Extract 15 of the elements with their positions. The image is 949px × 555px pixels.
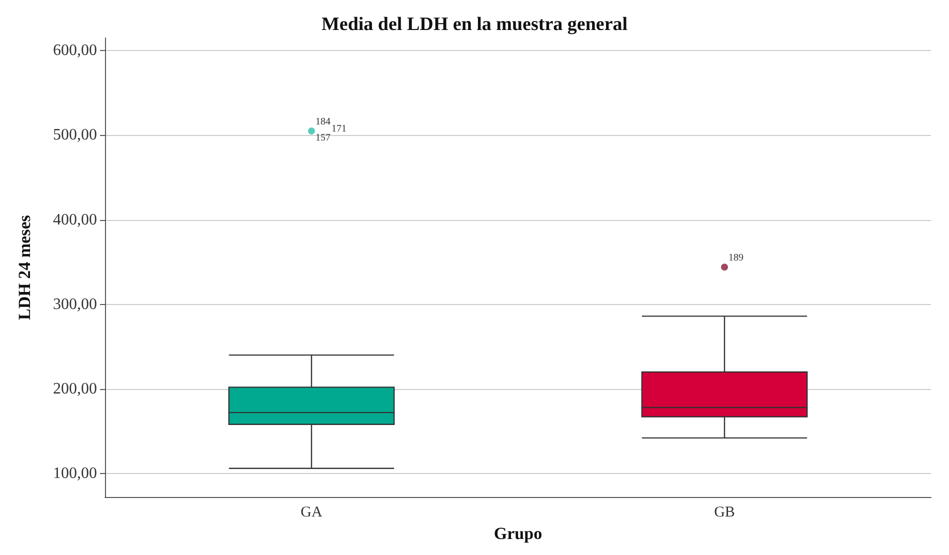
y-tick-label: 200,00 [53, 380, 97, 398]
chart-title: Media del LDH en la muestra general [321, 14, 628, 35]
annotation: 189 [728, 252, 744, 264]
y-tick-label: 400,00 [53, 211, 97, 228]
x-tick-label: GA [300, 504, 322, 521]
y-tick-label: 600,00 [53, 42, 97, 60]
y-axis-title: LDH 24 meses [15, 214, 34, 320]
x-axis-title: Grupo [494, 524, 542, 543]
annotation: 157 [316, 132, 330, 144]
y-tick-label: 100,00 [53, 464, 97, 482]
y-tick-label: 300,00 [53, 296, 97, 313]
y-tick-label: 500,00 [53, 126, 97, 144]
x-tick-label: GB [714, 504, 735, 521]
annotation: 171 [332, 124, 346, 135]
annotation: 184 [316, 116, 330, 128]
